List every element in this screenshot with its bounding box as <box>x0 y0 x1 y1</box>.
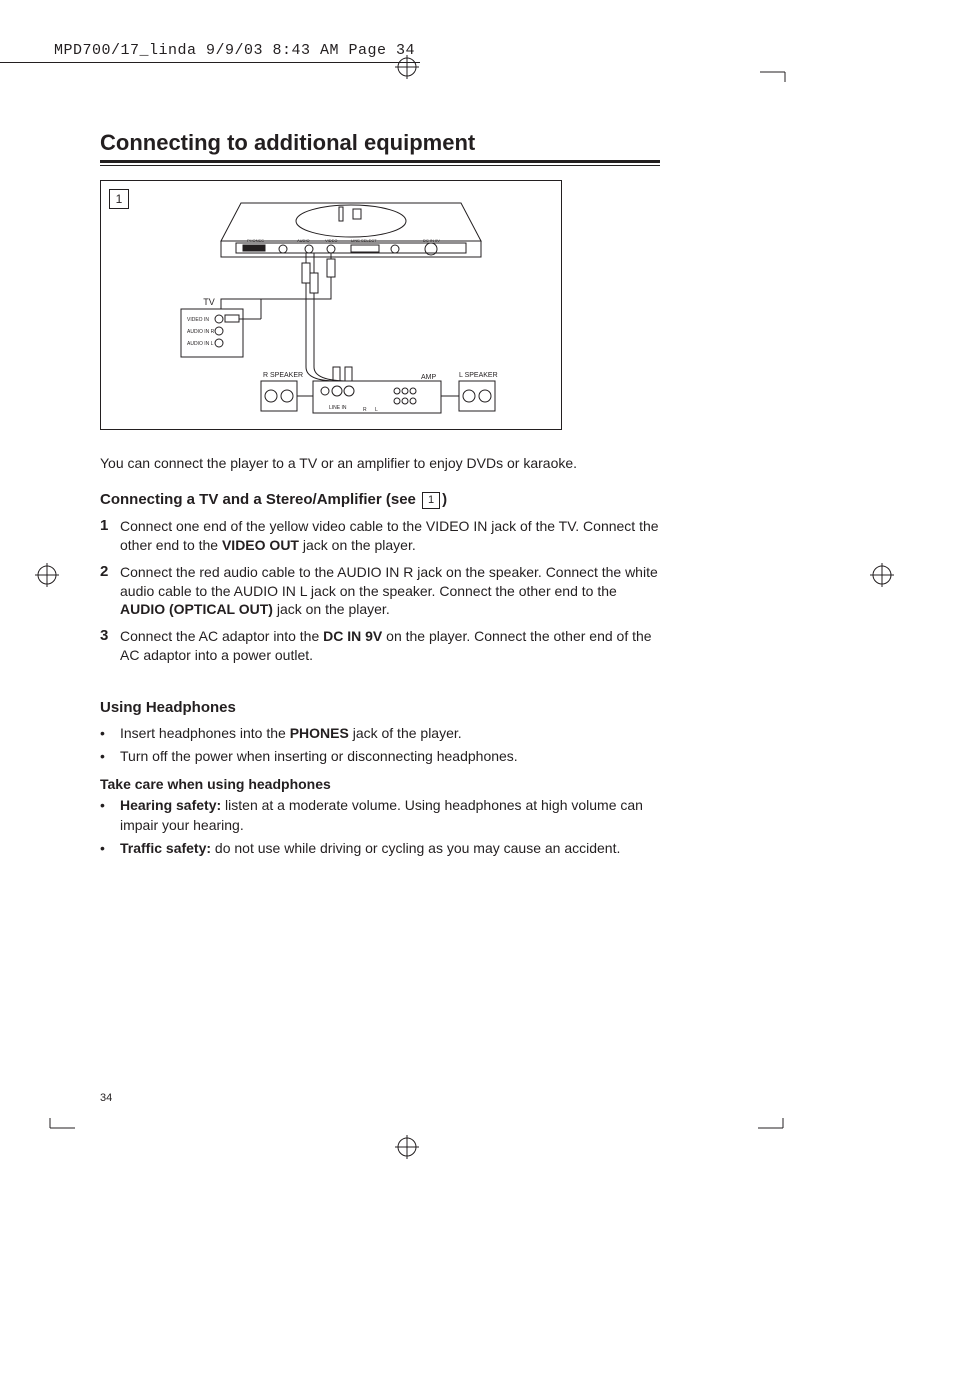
step-number: 1 <box>100 517 120 555</box>
page-number: 34 <box>100 1092 112 1104</box>
step-3: 3 Connect the AC adaptor into the DC IN … <box>100 627 660 665</box>
list-item: •Traffic safety: do not use while drivin… <box>100 839 660 859</box>
ref-badge: 1 <box>422 492 440 509</box>
registration-mark-top <box>395 55 417 77</box>
section1-heading-b: ) <box>442 491 447 508</box>
step-number: 2 <box>100 563 120 620</box>
svg-text:LINE IN: LINE IN <box>329 405 347 411</box>
list-item: •Hearing safety: listen at a moderate vo… <box>100 796 660 835</box>
list-item: •Insert headphones into the PHONES jack … <box>100 724 660 744</box>
svg-text:AMP: AMP <box>421 374 437 381</box>
crop-mark-bottom-left <box>35 1118 75 1158</box>
title-rule-thin <box>100 165 660 166</box>
svg-text:AUDIO IN L: AUDIO IN L <box>187 341 214 347</box>
svg-text:L: L <box>375 407 378 413</box>
crop-mark-top-right <box>760 42 800 82</box>
print-header: MPD700/17_linda 9/9/03 8:43 AM Page 34 <box>54 42 415 59</box>
registration-mark-right <box>870 563 892 585</box>
crop-mark-bottom-right <box>758 1118 798 1158</box>
step-text: Connect the AC adaptor into the DC IN 9V… <box>120 627 660 665</box>
list-item: •Turn off the power when inserting or di… <box>100 747 660 767</box>
svg-text:R SPEAKER: R SPEAKER <box>263 372 303 379</box>
registration-mark-bottom <box>395 1135 417 1157</box>
registration-mark-left <box>35 563 57 585</box>
step-text: Connect the red audio cable to the AUDIO… <box>120 563 660 620</box>
step-2: 2 Connect the red audio cable to the AUD… <box>100 563 660 620</box>
intro-text: You can connect the player to a TV or an… <box>100 454 660 473</box>
step-text: Connect one end of the yellow video cabl… <box>120 517 660 555</box>
headphone-care-bullets: •Hearing safety: listen at a moderate vo… <box>100 796 660 858</box>
page-title: Connecting to additional equipment <box>100 130 660 156</box>
svg-text:AUDIO: AUDIO <box>297 238 310 243</box>
connection-diagram: 1 PHONES AUDIO VIDEO <box>100 180 562 430</box>
section1-heading: Connecting a TV and a Stereo/Amplifier (… <box>100 491 660 509</box>
svg-text:L SPEAKER: L SPEAKER <box>459 372 498 379</box>
section2-subheading: Take care when using headphones <box>100 776 660 792</box>
diagram-number-badge: 1 <box>109 189 129 209</box>
svg-text:VIDEO: VIDEO <box>325 238 337 243</box>
svg-text:VIDEO IN: VIDEO IN <box>187 317 209 323</box>
svg-text:TV: TV <box>203 297 215 307</box>
step-1: 1 Connect one end of the yellow video ca… <box>100 517 660 555</box>
diagram-svg: PHONES AUDIO VIDEO LINE SELECT DC IN 9V <box>101 181 561 429</box>
step-number: 3 <box>100 627 120 665</box>
page-content: Connecting to additional equipment 1 <box>100 130 660 861</box>
section1-heading-a: Connecting a TV and a Stereo/Amplifier (… <box>100 491 420 508</box>
headphone-bullets: •Insert headphones into the PHONES jack … <box>100 724 660 766</box>
svg-text:R: R <box>363 407 367 413</box>
section2-heading: Using Headphones <box>100 699 660 716</box>
svg-text:DC IN 9V: DC IN 9V <box>423 238 440 243</box>
header-rule <box>0 62 420 63</box>
svg-text:AUDIO IN R: AUDIO IN R <box>187 329 215 335</box>
title-rule-thick <box>100 160 660 163</box>
svg-text:PHONES: PHONES <box>247 238 264 243</box>
steps-list: 1 Connect one end of the yellow video ca… <box>100 517 660 665</box>
svg-text:LINE SELECT: LINE SELECT <box>351 238 377 243</box>
